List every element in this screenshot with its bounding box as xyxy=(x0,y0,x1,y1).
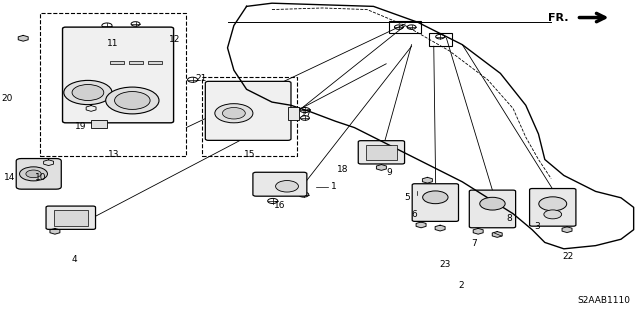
Bar xyxy=(288,107,300,120)
Circle shape xyxy=(480,197,505,210)
Bar xyxy=(54,210,88,226)
Polygon shape xyxy=(435,225,445,231)
Bar xyxy=(129,61,143,64)
Circle shape xyxy=(544,210,562,219)
Text: 14: 14 xyxy=(4,173,15,182)
Text: 23: 23 xyxy=(440,260,451,269)
Polygon shape xyxy=(416,222,426,228)
Circle shape xyxy=(223,108,245,119)
Circle shape xyxy=(106,87,159,114)
Circle shape xyxy=(64,80,112,105)
Text: 22: 22 xyxy=(562,252,573,261)
Polygon shape xyxy=(50,228,60,234)
Text: 1: 1 xyxy=(331,182,337,191)
Polygon shape xyxy=(44,160,54,166)
FancyBboxPatch shape xyxy=(16,159,61,189)
Text: 13: 13 xyxy=(108,150,119,159)
FancyBboxPatch shape xyxy=(412,184,458,221)
FancyBboxPatch shape xyxy=(253,172,307,196)
Text: 4: 4 xyxy=(71,255,77,264)
Text: FR.: FR. xyxy=(548,12,569,23)
Bar xyxy=(202,77,298,156)
Bar xyxy=(40,13,186,156)
Text: 20: 20 xyxy=(2,94,13,103)
Text: 3: 3 xyxy=(534,222,540,231)
FancyBboxPatch shape xyxy=(63,27,173,123)
Bar xyxy=(148,61,162,64)
Text: 2: 2 xyxy=(458,281,464,290)
Circle shape xyxy=(215,104,253,123)
Circle shape xyxy=(276,181,298,192)
Circle shape xyxy=(422,191,448,204)
Text: 8: 8 xyxy=(507,214,513,223)
FancyBboxPatch shape xyxy=(358,141,404,164)
Circle shape xyxy=(26,170,41,178)
Bar xyxy=(91,120,107,128)
Text: 17: 17 xyxy=(301,109,312,118)
Polygon shape xyxy=(492,232,502,237)
Text: 15: 15 xyxy=(244,150,255,159)
Text: 11: 11 xyxy=(107,39,118,48)
Text: 18: 18 xyxy=(337,165,348,174)
Circle shape xyxy=(72,85,104,100)
Bar xyxy=(429,33,452,46)
Polygon shape xyxy=(86,106,96,111)
FancyBboxPatch shape xyxy=(46,206,95,229)
FancyBboxPatch shape xyxy=(469,190,516,228)
Text: 6: 6 xyxy=(411,210,417,219)
FancyBboxPatch shape xyxy=(529,189,576,226)
Text: 16: 16 xyxy=(274,201,285,210)
Bar xyxy=(110,61,124,64)
Circle shape xyxy=(539,197,566,211)
Text: 7: 7 xyxy=(471,239,477,248)
Bar xyxy=(389,21,421,33)
Polygon shape xyxy=(473,228,483,234)
Text: S2AAB1110: S2AAB1110 xyxy=(577,296,630,305)
Polygon shape xyxy=(562,227,572,233)
Text: 12: 12 xyxy=(169,35,180,44)
Polygon shape xyxy=(422,177,433,183)
FancyBboxPatch shape xyxy=(205,81,291,140)
Text: 9: 9 xyxy=(386,168,392,177)
Bar xyxy=(366,145,397,160)
Polygon shape xyxy=(376,165,387,170)
Text: 19: 19 xyxy=(75,122,86,130)
Text: 5: 5 xyxy=(404,193,410,202)
Circle shape xyxy=(115,92,150,109)
Circle shape xyxy=(20,167,47,181)
Text: 21: 21 xyxy=(196,74,207,83)
Text: 10: 10 xyxy=(35,173,47,182)
Polygon shape xyxy=(19,35,28,41)
